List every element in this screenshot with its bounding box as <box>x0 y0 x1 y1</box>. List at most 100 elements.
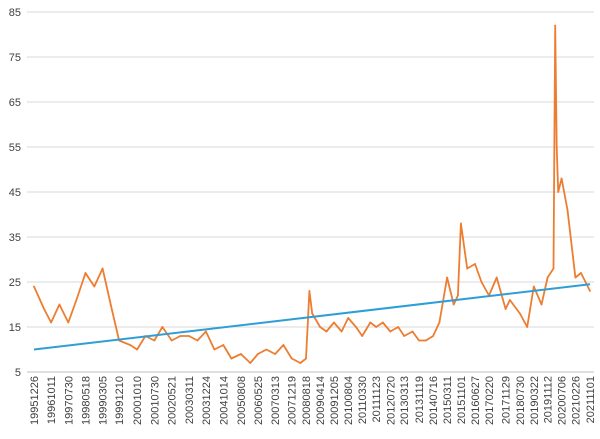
data-point <box>257 353 259 355</box>
data-point <box>75 299 78 301</box>
data-point <box>129 344 132 346</box>
data-point <box>347 317 350 319</box>
x-tick-label: 20031224 <box>201 376 213 425</box>
data-point <box>93 285 96 288</box>
data-point <box>213 348 216 351</box>
data-point <box>153 339 156 342</box>
data-point <box>222 344 225 346</box>
data-point <box>308 290 311 292</box>
data-point <box>179 335 182 337</box>
data-point <box>311 312 314 315</box>
series-line <box>33 24 591 364</box>
data-point <box>424 339 427 342</box>
x-tick-label: 20200706 <box>557 376 569 425</box>
plot-area <box>33 24 591 364</box>
series-trendline <box>33 283 591 351</box>
data-point <box>589 290 591 292</box>
x-tick-label: 20110330 <box>357 376 369 424</box>
data-point <box>555 146 558 148</box>
x-tick-label: 20091205 <box>329 376 341 425</box>
data-point <box>274 353 276 355</box>
y-tick-label: 25 <box>9 277 21 289</box>
data-point <box>557 191 560 193</box>
x-tick-label: 20191112 <box>543 376 555 423</box>
data-point <box>319 326 321 328</box>
data-point <box>305 357 307 360</box>
x-tick-label: 20100804 <box>343 376 355 425</box>
data-point <box>101 267 104 270</box>
data-point <box>67 321 70 324</box>
x-tick-label: 20180730 <box>515 376 527 425</box>
data-point <box>369 321 372 324</box>
data-point <box>340 330 343 333</box>
y-tick-label: 75 <box>9 52 21 64</box>
data-point <box>33 285 35 288</box>
x-tick-label: 20050808 <box>236 376 248 425</box>
data-point <box>381 321 384 324</box>
x-tick-label: 20210226 <box>570 376 582 425</box>
data-point <box>170 339 173 342</box>
data-point <box>504 308 507 310</box>
x-tick-label: 20171129 <box>501 376 513 424</box>
x-tick-label: 20010730 <box>149 376 161 425</box>
data-point <box>249 362 252 364</box>
data-point <box>361 335 364 337</box>
x-tick-label: 19990305 <box>98 376 110 425</box>
data-point <box>460 222 462 225</box>
x-tick-label: 20120720 <box>385 376 397 425</box>
data-point <box>403 335 406 337</box>
x-tick-label: 20150311 <box>442 376 454 424</box>
data-point <box>299 362 302 364</box>
data-point <box>84 272 87 274</box>
x-tick-label: 20190322 <box>529 376 541 425</box>
data-point <box>546 276 549 279</box>
y-tick-label: 65 <box>9 97 21 109</box>
x-tick-label: 20080818 <box>301 376 313 425</box>
data-point <box>560 177 563 180</box>
data-point <box>457 294 459 297</box>
data-point <box>389 330 392 333</box>
data-point <box>290 357 293 360</box>
data-point <box>432 335 434 337</box>
data-point <box>519 312 521 315</box>
data-point <box>446 276 448 279</box>
data-point <box>161 326 164 328</box>
data-point <box>355 326 357 328</box>
gridlines <box>27 11 594 373</box>
x-tick-label: 20160627 <box>470 376 482 425</box>
data-point <box>43 308 45 310</box>
x-tick-label: 20211101 <box>585 376 597 423</box>
x-tick-label: 20060525 <box>253 376 265 425</box>
data-point <box>574 276 577 279</box>
y-tick-label: 45 <box>9 187 21 199</box>
x-tick-label: 20071219 <box>287 376 299 425</box>
y-tick-label: 85 <box>9 7 21 19</box>
x-tick-label: 20170220 <box>484 376 496 425</box>
y-tick-label: 5 <box>15 367 21 379</box>
x-tick-label: 20151101 <box>456 376 468 424</box>
data-point <box>474 263 476 265</box>
data-point <box>532 285 535 288</box>
data-point <box>136 348 139 351</box>
y-axis-tick-labels: 5 15 25 35 45 55 65 75 85 <box>9 7 21 379</box>
data-point <box>109 303 112 306</box>
x-tick-label: 20130313 <box>399 376 411 425</box>
data-point <box>552 267 555 270</box>
x-axis-tick-labels: 19951226 19961011 19970730 19980518 19990305… <box>29 376 597 425</box>
x-tick-label: 20090414 <box>315 376 327 425</box>
data-point <box>554 24 557 27</box>
data-point <box>265 348 268 351</box>
data-point <box>58 303 61 306</box>
data-point <box>466 267 469 270</box>
data-point <box>495 276 498 279</box>
x-tick-label: 20030311 <box>184 376 196 424</box>
x-tick-label: 20111123 <box>371 376 383 423</box>
data-point <box>333 321 335 324</box>
data-point <box>240 353 242 355</box>
x-tick-label: 19991210 <box>114 376 126 425</box>
y-tick-label: 35 <box>9 232 21 244</box>
data-point <box>438 321 441 324</box>
data-point <box>375 326 378 328</box>
data-point <box>196 339 199 342</box>
